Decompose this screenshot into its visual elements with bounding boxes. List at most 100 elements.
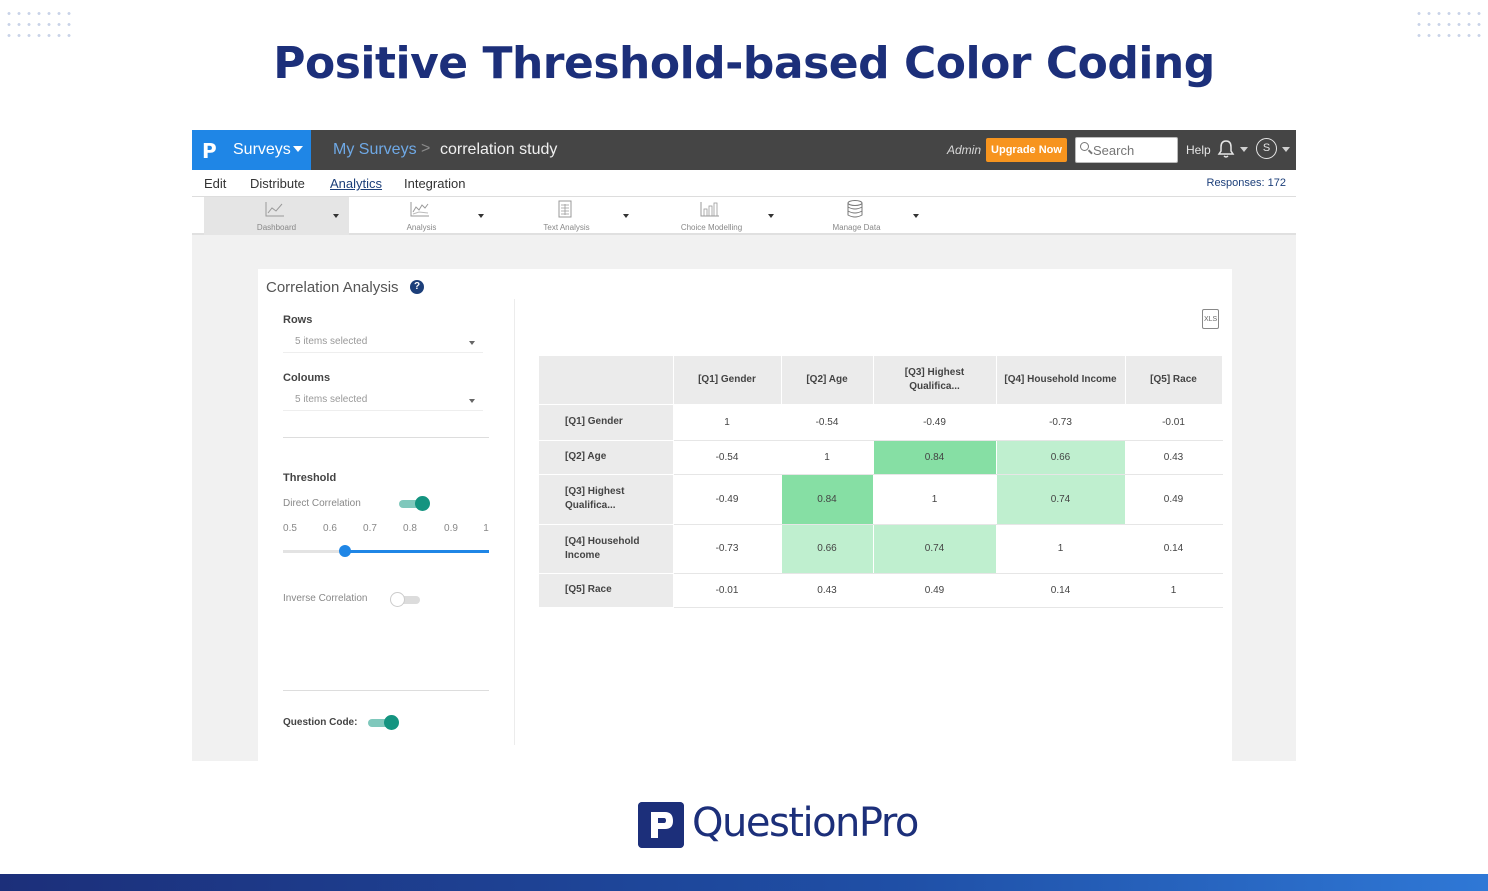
correlation-cell: -0.73 bbox=[673, 524, 782, 574]
tool-analysis[interactable]: Analysis bbox=[349, 197, 494, 235]
chevron-down-icon bbox=[293, 146, 303, 152]
column-header: [Q3] Highest Qualifica... bbox=[873, 356, 997, 405]
top-bar: P Surveys My Surveys > correlation study… bbox=[192, 130, 1296, 170]
slider-handle[interactable] bbox=[338, 545, 351, 557]
correlation-cell: 1 bbox=[873, 474, 997, 525]
breadcrumb-my-surveys[interactable]: My Surveys bbox=[333, 141, 417, 158]
account-chevron-icon[interactable] bbox=[1282, 147, 1290, 152]
bell-icon[interactable] bbox=[1217, 139, 1235, 159]
help-link[interactable]: Help bbox=[1186, 143, 1211, 157]
tool-dashboard[interactable]: Dashboard bbox=[204, 197, 349, 235]
question-code-label: Question Code: bbox=[283, 717, 358, 728]
divider bbox=[283, 437, 489, 438]
chevron-down-icon[interactable] bbox=[478, 214, 484, 218]
line-chart-icon bbox=[265, 202, 284, 217]
slider-tick: 0.5 bbox=[283, 523, 297, 534]
correlation-panel: Correlation Analysis ? Rows 5 items sele… bbox=[258, 269, 1232, 761]
upgrade-now-button[interactable]: Upgrade Now bbox=[986, 138, 1067, 162]
correlation-cell: -0.01 bbox=[673, 573, 782, 608]
tool-label: Choice Modelling bbox=[680, 223, 743, 232]
database-icon bbox=[847, 200, 863, 218]
questionpro-logo-icon bbox=[638, 802, 684, 848]
rows-select-value: 5 items selected bbox=[295, 336, 368, 347]
chevron-down-icon[interactable] bbox=[768, 214, 774, 218]
correlation-cell: 0.49 bbox=[1125, 474, 1223, 525]
surveys-label: Surveys bbox=[233, 141, 291, 158]
correlation-cell: 1 bbox=[996, 524, 1126, 574]
correlation-cell: 0.84 bbox=[781, 474, 874, 525]
notifications-chevron-icon[interactable] bbox=[1240, 147, 1248, 152]
decorative-dots-right bbox=[1414, 8, 1484, 42]
responses-count: Responses: 172 bbox=[1206, 177, 1287, 189]
correlation-cell: -0.01 bbox=[1125, 404, 1223, 441]
corner-cell bbox=[539, 356, 674, 405]
chevron-down-icon[interactable] bbox=[623, 214, 629, 218]
correlation-cell: 0.74 bbox=[873, 524, 997, 574]
search-box bbox=[1075, 137, 1178, 163]
correlation-cell: 0.43 bbox=[1125, 440, 1223, 475]
columns-label: Coloums bbox=[283, 372, 331, 384]
tool-choice-modelling[interactable]: Choice Modelling bbox=[639, 197, 784, 235]
correlation-cell: 1 bbox=[1125, 573, 1223, 608]
threshold-slider[interactable] bbox=[283, 545, 489, 557]
direct-correlation-label: Direct Correlation bbox=[283, 498, 361, 509]
column-header: [Q1] Gender bbox=[673, 356, 782, 405]
correlation-cell: 0.84 bbox=[873, 440, 997, 475]
panel-title: Correlation Analysis bbox=[266, 279, 399, 296]
inverse-correlation-toggle[interactable] bbox=[390, 592, 420, 607]
correlation-cell: 0.14 bbox=[1125, 524, 1223, 574]
correlation-cell: 1 bbox=[673, 404, 782, 441]
table-row: [Q3] Highest Qualifica... -0.49 0.84 1 0.74 0… bbox=[539, 474, 1223, 525]
correlation-cell: 0.43 bbox=[781, 573, 874, 608]
toggle-knob bbox=[384, 715, 399, 730]
bottom-gradient-bar bbox=[0, 874, 1488, 891]
rows-select[interactable]: 5 items selected bbox=[283, 333, 483, 353]
correlation-cell: 0.66 bbox=[996, 440, 1126, 475]
question-code-toggle[interactable] bbox=[368, 715, 399, 730]
export-xls-label: XLS bbox=[1204, 316, 1218, 323]
chevron-down-icon[interactable] bbox=[333, 214, 339, 218]
user-avatar[interactable]: S bbox=[1256, 138, 1277, 159]
inverse-correlation-label: Inverse Correlation bbox=[283, 593, 368, 604]
subnav-distribute[interactable]: Distribute bbox=[250, 176, 305, 191]
correlation-cell: 0.14 bbox=[996, 573, 1126, 608]
survey-subnav: Edit Distribute Analytics Integration Re… bbox=[192, 170, 1296, 197]
columns-select-value: 5 items selected bbox=[295, 394, 368, 405]
subnav-analytics[interactable]: Analytics bbox=[330, 176, 383, 191]
export-xls-icon[interactable]: XLS bbox=[1202, 309, 1219, 329]
page-title: Positive Threshold-based Color Coding bbox=[273, 38, 1215, 89]
subnav-integration[interactable]: Integration bbox=[404, 176, 466, 191]
tool-text-analysis[interactable]: Text Analysis bbox=[494, 197, 639, 235]
slider-fill bbox=[344, 550, 489, 553]
help-icon[interactable]: ? bbox=[410, 280, 424, 294]
correlation-cell: 0.66 bbox=[781, 524, 874, 574]
slider-tick: 0.7 bbox=[363, 523, 377, 534]
row-header: [Q5] Race bbox=[539, 573, 674, 608]
column-header: [Q5] Race bbox=[1125, 356, 1223, 405]
correlation-cell: -0.54 bbox=[781, 404, 874, 441]
chevron-down-icon bbox=[469, 341, 475, 345]
row-header: [Q4] Household Income bbox=[539, 524, 674, 574]
columns-select[interactable]: 5 items selected bbox=[283, 391, 483, 411]
correlation-cell: 0.74 bbox=[996, 474, 1126, 525]
toggle-knob bbox=[390, 592, 405, 607]
questionpro-logo-text: QuestionPro bbox=[692, 800, 919, 846]
direct-correlation-toggle[interactable] bbox=[399, 496, 430, 511]
search-icon bbox=[1080, 142, 1089, 151]
tool-manage-data[interactable]: Manage Data bbox=[784, 197, 929, 235]
correlation-cell: -0.49 bbox=[673, 474, 782, 525]
slider-tick: 0.9 bbox=[444, 523, 458, 534]
surveys-menu[interactable]: P Surveys bbox=[192, 130, 311, 170]
breadcrumb-separator-icon: > bbox=[421, 140, 431, 157]
table-row: [Q4] Household Income -0.73 0.66 0.74 1 0.14 bbox=[539, 524, 1223, 574]
divider bbox=[283, 690, 489, 691]
correlation-cell: 0.49 bbox=[873, 573, 997, 608]
role-label: Admin bbox=[947, 143, 982, 157]
column-header: [Q2] Age bbox=[781, 356, 874, 405]
search-input[interactable] bbox=[1093, 141, 1173, 159]
document-table-icon bbox=[558, 200, 572, 218]
app-window: P Surveys My Surveys > correlation study… bbox=[192, 130, 1296, 761]
subnav-edit[interactable]: Edit bbox=[204, 176, 227, 191]
breadcrumb-current-survey: correlation study bbox=[440, 141, 558, 158]
chevron-down-icon[interactable] bbox=[913, 214, 919, 218]
